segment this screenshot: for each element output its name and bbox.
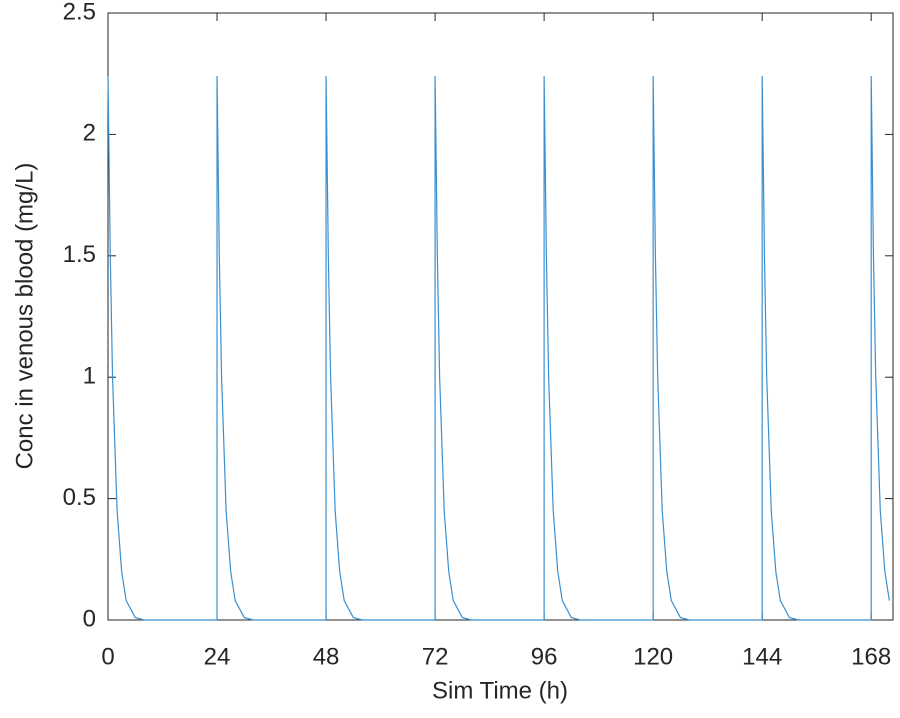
x-tick-label: 48 — [313, 643, 340, 670]
data-line — [107, 76, 890, 621]
x-tick-label: 72 — [422, 643, 449, 670]
y-axis-label: Conc in venous blood (mg/L) — [11, 163, 38, 470]
x-tick-label: 0 — [101, 643, 114, 670]
x-tick-label: 96 — [531, 643, 558, 670]
y-tick-label: 1.5 — [63, 241, 96, 268]
x-tick-label: 24 — [204, 643, 231, 670]
y-tick-label: 1 — [83, 363, 96, 390]
plot-frame — [107, 12, 894, 621]
x-tick-label: 120 — [633, 643, 673, 670]
x-tick-label: 168 — [851, 643, 891, 670]
y-tick-label: 2 — [83, 120, 96, 147]
y-tick-label: 0.5 — [63, 484, 96, 511]
x-axis-label: Sim Time (h) — [432, 677, 568, 704]
y-tick-label: 2.5 — [63, 0, 96, 25]
y-tick-label: 0 — [83, 605, 96, 632]
x-tick-label: 144 — [742, 643, 782, 670]
